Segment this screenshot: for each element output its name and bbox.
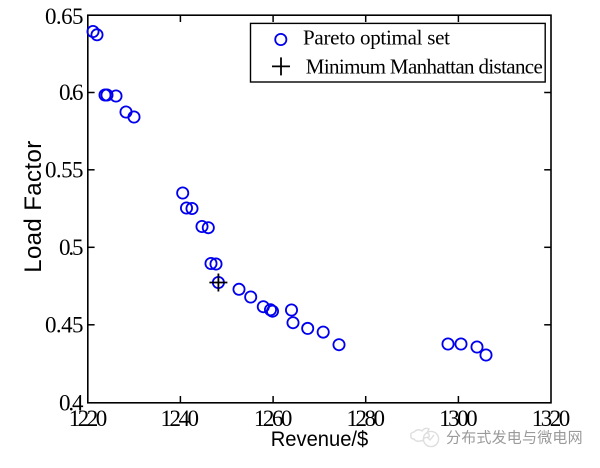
svg-text:0.5: 0.5 — [59, 235, 84, 260]
svg-text:1240: 1240 — [161, 406, 200, 431]
svg-text:0.55: 0.55 — [45, 157, 84, 182]
svg-text:0.6: 0.6 — [59, 80, 84, 105]
svg-text:0.65: 0.65 — [45, 4, 84, 29]
svg-text:1260: 1260 — [254, 406, 293, 431]
svg-text:1280: 1280 — [346, 406, 385, 431]
svg-text:Pareto optimal set: Pareto optimal set — [303, 26, 450, 50]
svg-text:1300: 1300 — [439, 406, 478, 431]
svg-text:分布式发电与微电网: 分布式发电与微电网 — [446, 430, 583, 447]
svg-text:1220: 1220 — [69, 406, 108, 431]
svg-text:Minimum Manhattan distance: Minimum Manhattan distance — [306, 55, 543, 79]
svg-text:Revenue/$: Revenue/$ — [271, 428, 369, 451]
svg-text:0.4: 0.4 — [59, 391, 84, 416]
svg-text:1320: 1320 — [532, 406, 571, 431]
svg-text:Load Factor: Load Factor — [20, 141, 47, 273]
svg-text:0.45: 0.45 — [45, 312, 84, 337]
